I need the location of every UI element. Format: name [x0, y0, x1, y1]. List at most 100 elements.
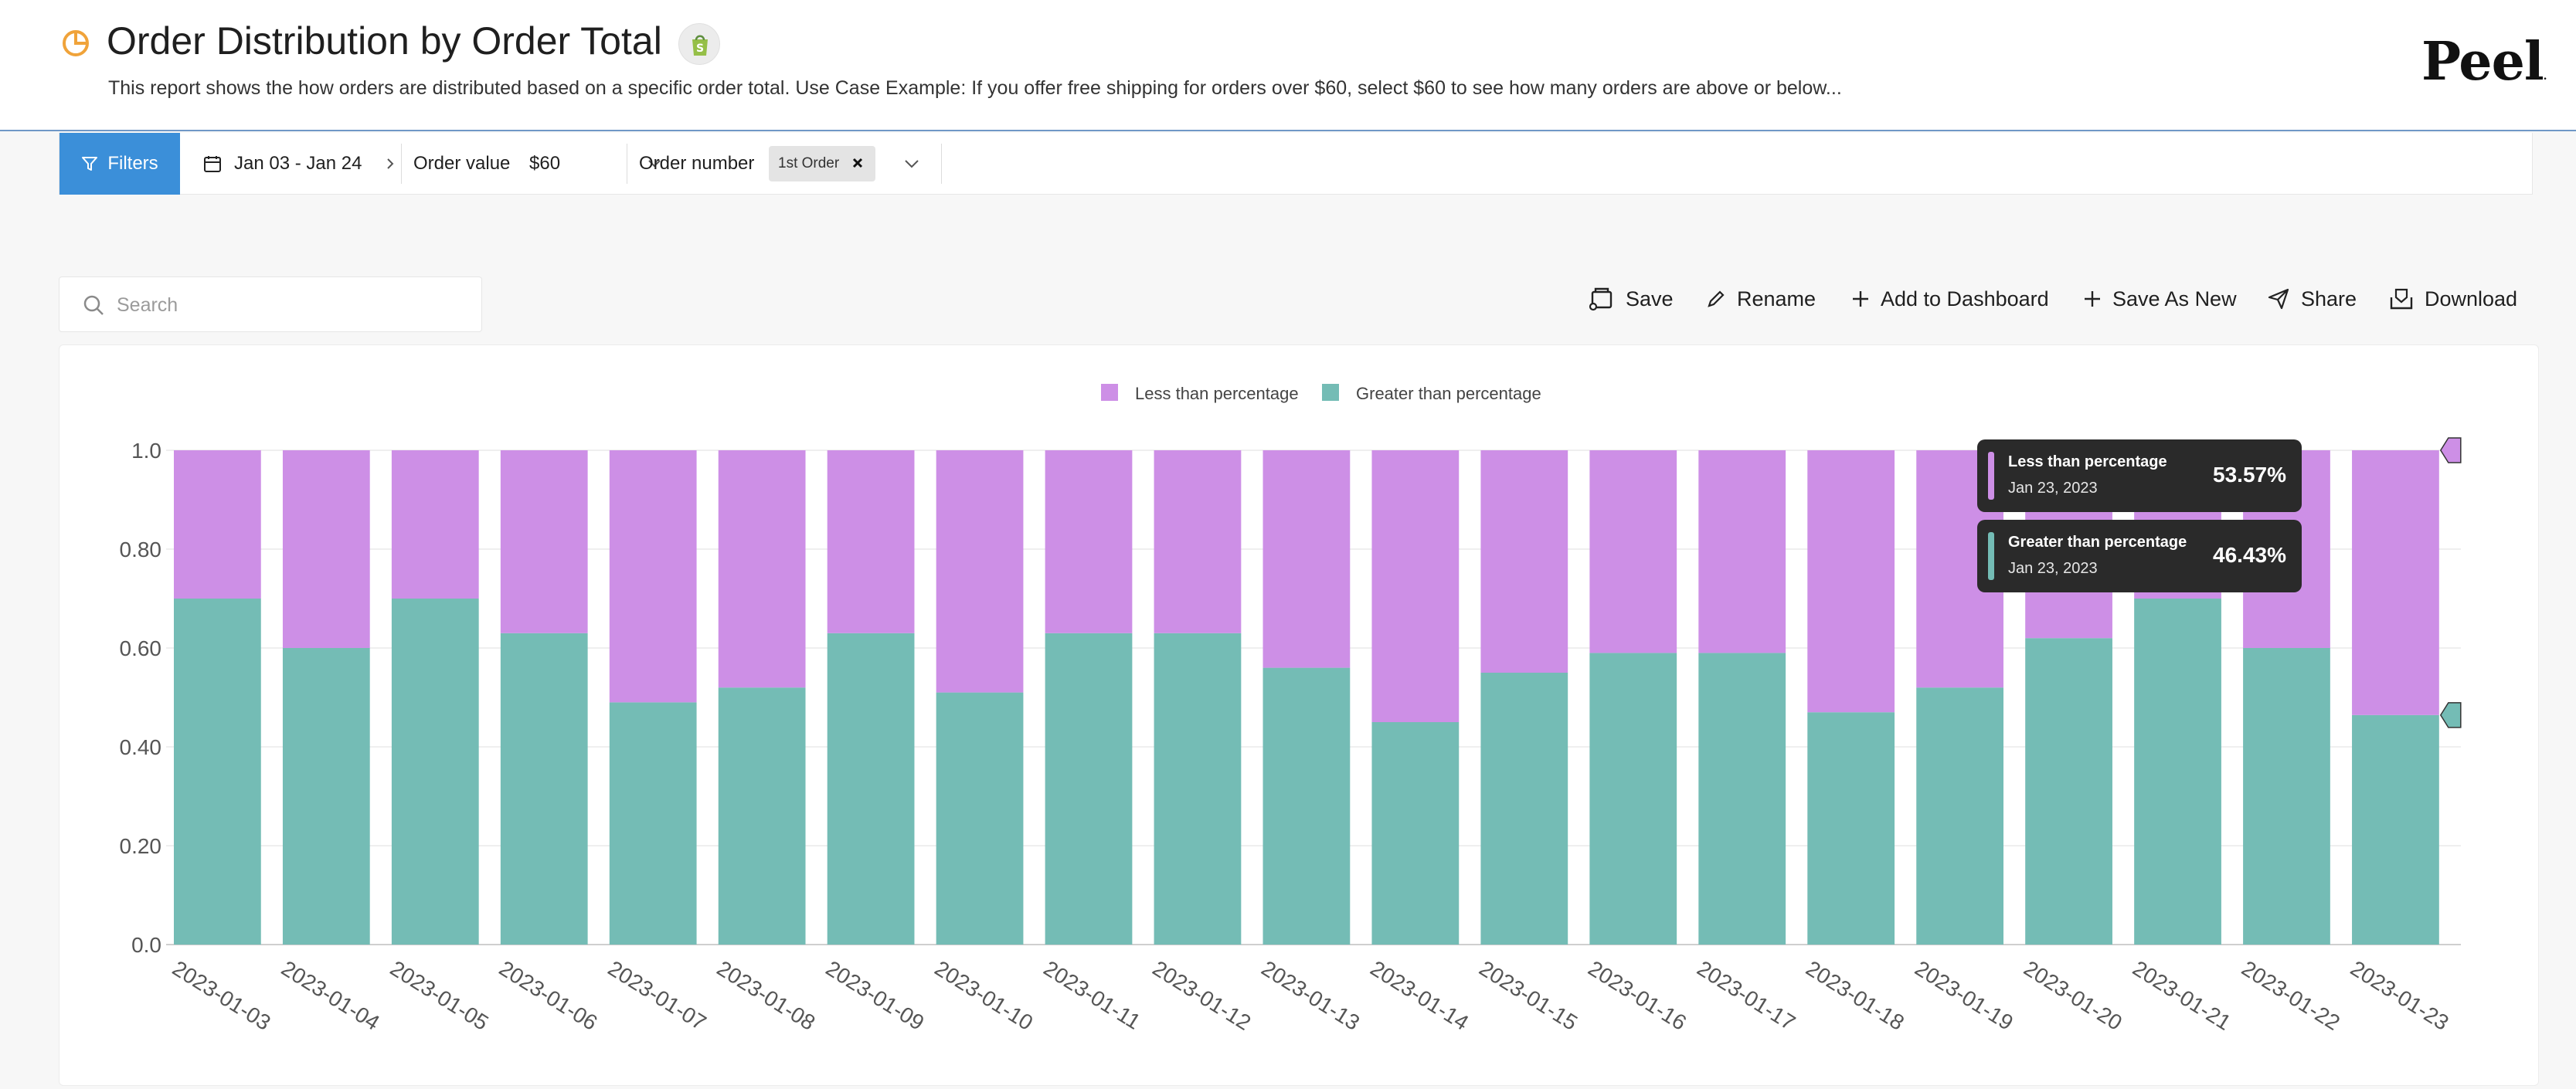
save-button[interactable]: Save [1589, 280, 1674, 318]
bar-greater [1698, 653, 1786, 945]
save-button-label: Save [1626, 287, 1674, 310]
y-tick-label: 0.20 [120, 834, 162, 858]
bar-less [1045, 450, 1133, 633]
svg-text:S: S [696, 42, 704, 55]
tooltip-greater: Greater than percentage Jan 23, 2023 46.… [1977, 520, 2302, 592]
bar-greater [827, 633, 915, 945]
share-icon [2268, 288, 2289, 310]
x-tick-label: 2023-01-22 [2238, 956, 2344, 1035]
share-button-label: Share [2301, 287, 2357, 310]
brand-logo[interactable]: Peel. [2421, 31, 2547, 93]
bar-less [391, 450, 479, 599]
bar-greater [282, 648, 370, 945]
save-as-new-label: Save As New [2112, 287, 2237, 310]
bar-greater [1263, 667, 1351, 945]
tooltip-series-name: Greater than percentage [2008, 534, 2187, 551]
add-to-dashboard-button[interactable]: Add to Dashboard [1851, 280, 2049, 318]
bar-greater [500, 633, 588, 945]
bar-greater [1045, 633, 1133, 945]
save-icon [1589, 287, 1613, 311]
bar-less [500, 450, 588, 633]
save-as-new-button[interactable]: Save As New [2083, 280, 2237, 318]
order-number-chip[interactable]: 1st Order [769, 146, 875, 182]
bar-less [2352, 450, 2439, 715]
bar-greater [391, 599, 479, 945]
tooltip-swatch [1988, 452, 1994, 500]
page-description: This report shows the how orders are dis… [108, 77, 1842, 99]
bar-greater [936, 692, 1024, 945]
bar-greater [1154, 633, 1242, 945]
bar-greater [1807, 712, 1895, 945]
divider [941, 144, 942, 184]
rename-button[interactable]: Rename [1706, 280, 1816, 318]
chevron-right-icon [387, 158, 394, 169]
bar-less [1589, 450, 1677, 653]
chart-card: 0.0 0.20 0.40 0.60 0.80 1.0 2023-01-03 2023-01-… [59, 344, 2539, 1086]
search-field[interactable] [59, 276, 482, 332]
order-value-selected: $60 [529, 153, 561, 174]
y-tick-label: 0.40 [120, 735, 162, 759]
order-number-chip-label: 1st Order [778, 155, 840, 171]
bar-greater [609, 702, 697, 945]
bar-less [609, 450, 697, 703]
order-value-select[interactable]: $60 [529, 133, 668, 195]
bar-less [1263, 450, 1351, 668]
filters-button-label: Filters [107, 153, 158, 174]
plus-icon [1853, 291, 1868, 307]
legend-label: Greater than percentage [1356, 384, 1541, 403]
calendar-icon [204, 156, 221, 172]
filter-icon [82, 157, 98, 171]
y-tick-label: 1.0 [131, 439, 161, 463]
bar-greater [2134, 599, 2221, 945]
bar-less [1480, 450, 1568, 673]
x-tick-label: 2023-01-11 [1039, 956, 1144, 1034]
download-icon [2390, 288, 2413, 310]
bar-greater [1589, 653, 1677, 945]
x-tick-label: 2023-01-20 [2020, 956, 2126, 1035]
x-tick-label: 2023-01-23 [2347, 956, 2453, 1035]
divider [401, 144, 402, 184]
y-tick-label: 0.60 [120, 636, 162, 660]
share-button[interactable]: Share [2267, 280, 2357, 318]
bar-less [174, 450, 261, 599]
close-icon[interactable] [849, 154, 866, 171]
tooltip-series-name: Less than percentage [2008, 453, 2167, 470]
bar-greater [2243, 648, 2330, 945]
x-tick-label: 2023-01-13 [1257, 956, 1364, 1035]
plus-icon [2085, 291, 2100, 307]
bar-greater [1916, 687, 2003, 945]
x-tick-label: 2023-01-18 [1802, 956, 1908, 1035]
tooltip-value: 53.57% [2213, 463, 2286, 487]
shopify-bag-icon: S [678, 23, 720, 65]
filter-bar: Filters Jan 03 - Jan 24 Order value $60 … [59, 133, 2533, 195]
tooltip-less: Less than percentage Jan 23, 2023 53.57% [1977, 439, 2302, 512]
x-tick-label: 2023-01-06 [495, 956, 602, 1035]
value-marker-less [2439, 437, 2462, 463]
date-range-filter[interactable]: Jan 03 - Jan 24 [203, 133, 397, 195]
legend-swatch [1322, 384, 1339, 401]
x-tick-label: 2023-01-16 [1584, 956, 1691, 1035]
bar-less [827, 450, 915, 633]
filters-button[interactable]: Filters [59, 133, 180, 195]
chevron-down-icon [648, 160, 661, 168]
bar-less [718, 450, 806, 688]
bar-greater [2352, 714, 2439, 945]
x-tick-label: 2023-01-17 [1693, 956, 1799, 1035]
bar-less [936, 450, 1024, 693]
x-tick-label: 2023-01-03 [168, 956, 275, 1035]
value-marker-greater [2439, 702, 2462, 728]
bar-less [1698, 450, 1786, 653]
x-tick-label: 2023-01-08 [713, 956, 820, 1035]
report-header: Order Distribution by Order Total S This… [0, 0, 2576, 131]
x-tick-label: 2023-01-19 [1911, 956, 2017, 1035]
x-tick-label: 2023-01-09 [822, 956, 929, 1035]
legend-swatch [1101, 384, 1118, 401]
search-input[interactable] [117, 288, 457, 322]
tooltip-date: Jan 23, 2023 [2008, 480, 2098, 497]
bar-greater [174, 599, 261, 945]
bar-greater [1371, 722, 1460, 945]
chevron-down-icon[interactable] [903, 155, 920, 172]
download-button[interactable]: Download [2389, 280, 2517, 318]
x-tick-label: 2023-01-21 [2129, 956, 2235, 1035]
